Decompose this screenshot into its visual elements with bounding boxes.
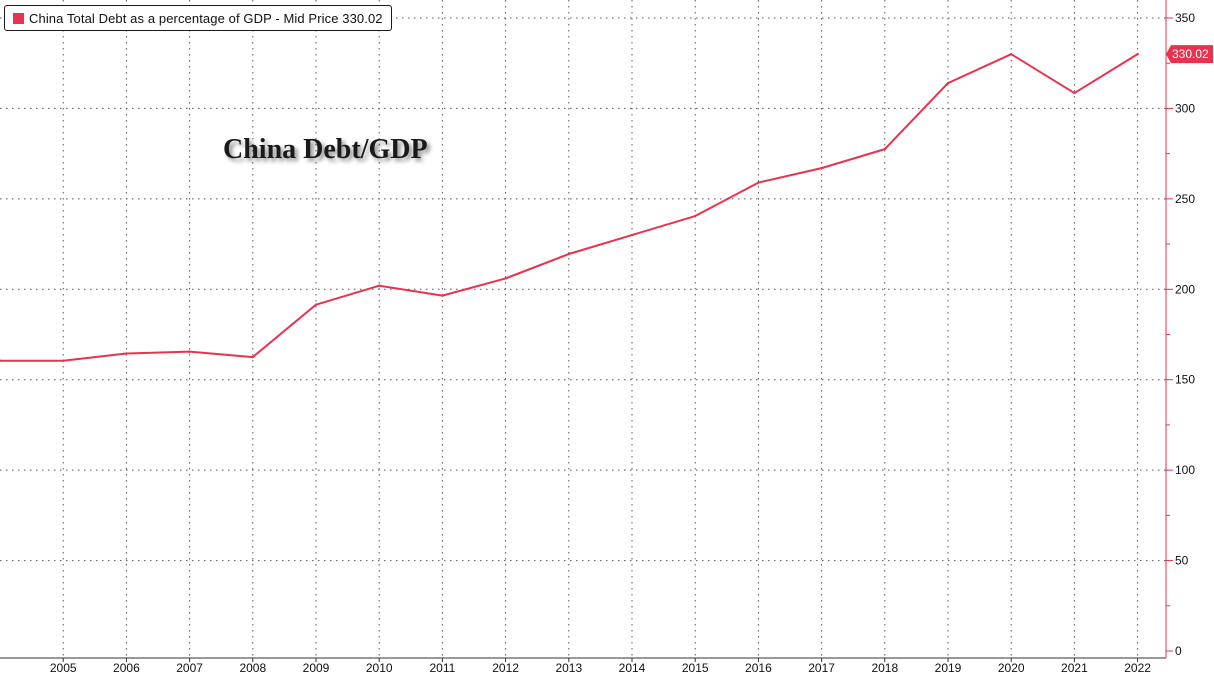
x-tick-label: 2007 <box>176 661 203 675</box>
data-point <box>378 284 381 287</box>
y-tick-label: 250 <box>1175 192 1195 206</box>
x-tick-label: 2021 <box>1061 661 1088 675</box>
y-tick-label: 0 <box>1175 644 1182 658</box>
data-point <box>567 252 570 256</box>
data-point <box>630 233 634 237</box>
legend: China Total Debt as a percentage of GDP … <box>4 5 392 31</box>
data-point <box>694 214 697 218</box>
data-point <box>188 350 191 353</box>
y-tick-label: 50 <box>1175 554 1189 568</box>
data-point <box>441 294 444 297</box>
data-point <box>1136 52 1139 56</box>
data-point <box>757 181 760 184</box>
x-tick-label: 2018 <box>871 661 898 675</box>
y-tick-label: 350 <box>1175 11 1195 25</box>
data-point <box>314 303 318 306</box>
last-value-label: 330.02 <box>1172 47 1209 61</box>
x-tick-label: 2009 <box>303 661 330 675</box>
data-point <box>1010 52 1013 56</box>
legend-label: China Total Debt as a percentage of GDP … <box>29 10 383 26</box>
x-tick-label: 2013 <box>555 661 582 675</box>
y-tick-label: 150 <box>1175 373 1195 387</box>
data-point <box>504 277 507 280</box>
x-tick-label: 2015 <box>682 661 709 675</box>
x-tick-label: 2005 <box>50 661 77 675</box>
data-point <box>820 166 823 170</box>
data-point <box>883 147 886 151</box>
data-point <box>1073 91 1076 95</box>
last-value-tag <box>1166 45 1213 64</box>
x-tick-label: 2022 <box>1124 661 1151 675</box>
x-tick-label: 2008 <box>239 661 266 675</box>
x-tick-label: 2016 <box>745 661 772 675</box>
x-tick-label: 2006 <box>113 661 140 675</box>
data-point <box>0 359 2 362</box>
data-point <box>251 355 254 359</box>
y-tick-label: 300 <box>1175 101 1195 115</box>
x-tick-label: 2011 <box>429 661 455 675</box>
x-tick-label: 2012 <box>492 661 519 675</box>
legend-square-swatch-icon <box>13 12 24 24</box>
x-tick-label: 2014 <box>619 661 646 675</box>
data-point <box>125 352 128 355</box>
x-tick-label: 2010 <box>366 661 393 675</box>
series-line <box>0 53 1139 362</box>
y-tick-label: 100 <box>1175 463 1195 477</box>
chart-annotation: China Debt/GDP <box>223 134 428 165</box>
data-point <box>62 359 65 362</box>
x-tick-label: 2020 <box>998 661 1025 675</box>
y-tick-label: 200 <box>1175 282 1195 296</box>
x-tick-label: 2019 <box>935 661 962 675</box>
x-tick-label: 2017 <box>808 661 835 675</box>
data-point <box>946 81 950 85</box>
